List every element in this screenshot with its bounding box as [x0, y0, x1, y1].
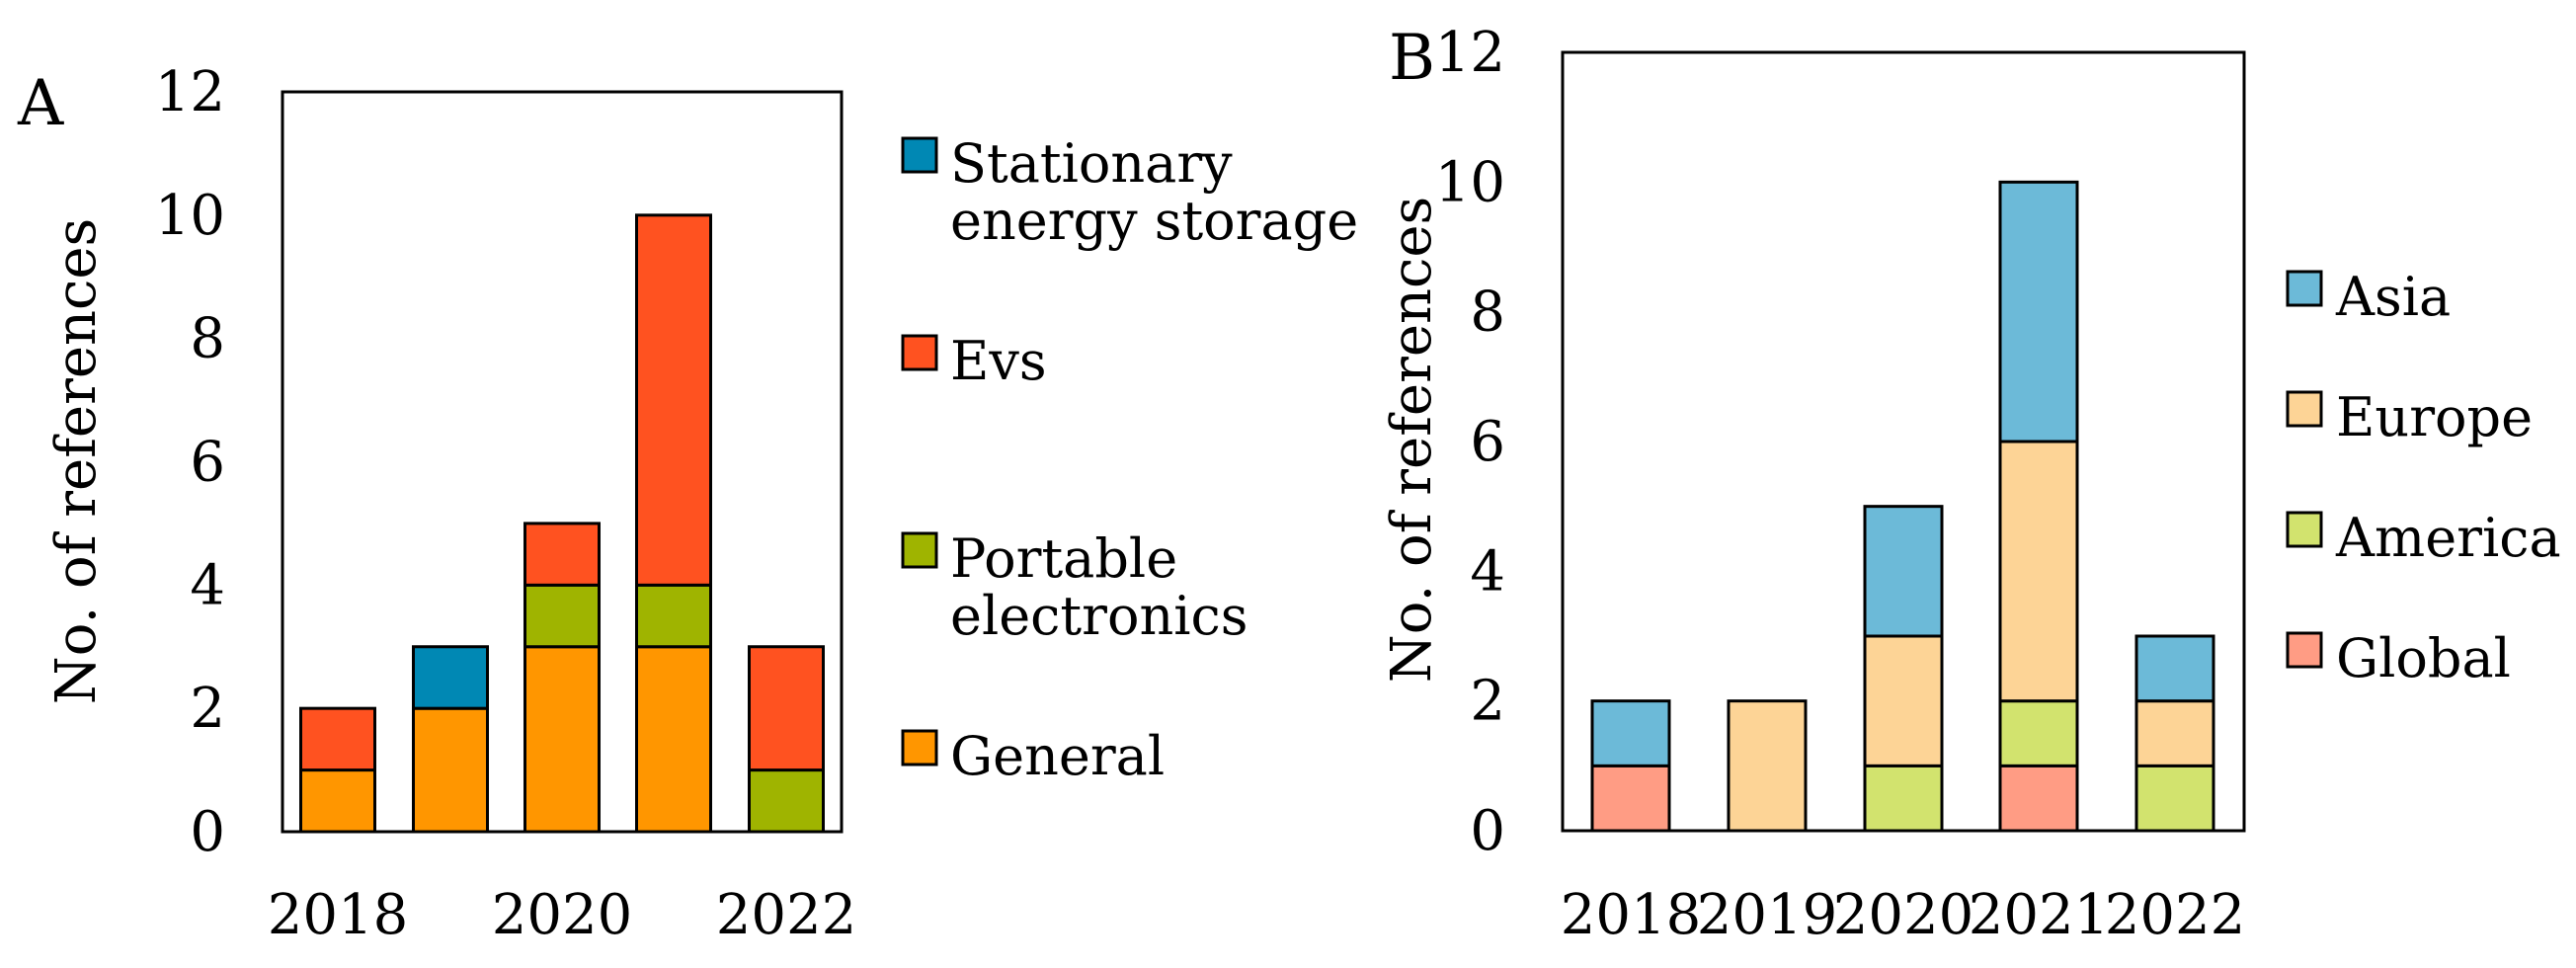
legend-label-europe: Europe — [2336, 386, 2533, 448]
bar-segment-a-2018-general — [299, 768, 376, 834]
bar-segment-a-2019-stationary-energy-storage — [412, 645, 489, 710]
legend-label-line: electronics — [950, 585, 1248, 647]
bar-segment-a-2022-evs — [748, 645, 825, 772]
y-tick-label-b-4: 4 — [1470, 539, 1505, 604]
y-tick-label-a-6: 6 — [190, 431, 225, 495]
legend-b: Asia Europe America Global — [2286, 266, 2561, 689]
legend-label-line: America — [2335, 507, 2561, 569]
panel-label-b: B — [1389, 22, 1435, 95]
y-tick-label-b-12: 12 — [1435, 21, 1505, 85]
legend-label-portable-electronics: Portable electronics — [950, 527, 1248, 647]
y-tick-label-a-2: 2 — [190, 677, 225, 741]
legend-swatch-stationary-energy-storage — [901, 136, 938, 174]
bar-segment-b-2020-america — [1863, 764, 1944, 833]
bar-segment-a-2020-general — [523, 645, 601, 834]
legend-label-line: Global — [2336, 627, 2511, 689]
y-tick-label-b-0: 0 — [1470, 799, 1505, 863]
bar-segment-a-2022-portable-electronics — [748, 768, 825, 834]
bar-segment-b-2022-america — [2134, 764, 2215, 833]
legend-swatch-general — [901, 729, 938, 766]
x-tick-label-a-2022: 2022 — [716, 883, 857, 947]
legend-label-evs: Evs — [950, 330, 1047, 392]
y-ticks-a: 0 2 4 6 8 10 12 — [155, 60, 225, 864]
x-tick-label-b-2022: 2022 — [2105, 883, 2246, 947]
bar-segment-b-2019-europe — [1727, 699, 1808, 833]
legend-label-stationary-energy-storage: Stationary energy storage — [950, 132, 1358, 252]
bar-segment-b-2021-global — [1998, 764, 2079, 833]
x-tick-label-b-2019: 2019 — [1697, 883, 1838, 947]
legend-label-line: Stationary — [950, 132, 1233, 195]
bar-segment-a-2021-evs — [635, 213, 712, 587]
plot-frame-b — [1561, 50, 2246, 833]
x-tick-label-b-2021: 2021 — [1969, 883, 2110, 947]
bar-segment-b-2021-asia — [1998, 180, 2079, 444]
bar-segment-a-2020-portable-electronics — [523, 583, 601, 649]
y-tick-label-b-8: 8 — [1470, 281, 1505, 345]
legend-label-global: Global — [2336, 627, 2511, 689]
y-axis-label-b: No. of references — [1380, 197, 1444, 684]
legend-label-line: General — [950, 725, 1165, 787]
legend-swatch-global — [2286, 631, 2323, 669]
legend-label-line: Europe — [2336, 386, 2533, 448]
y-axis-label-a: No. of references — [44, 218, 109, 705]
bar-segment-b-2021-europe — [1998, 440, 2079, 703]
legend-label-general: General — [950, 725, 1165, 787]
legend-label-line: Evs — [950, 330, 1047, 392]
bar-segment-a-2019-general — [412, 706, 489, 834]
bar-segment-b-2020-europe — [1863, 634, 1944, 767]
bar-segment-b-2021-america — [1998, 699, 2079, 767]
bar-segment-a-2018-evs — [299, 706, 376, 772]
legend-label-line: Portable — [950, 527, 1177, 590]
x-tick-label-b-2020: 2020 — [1833, 883, 1974, 947]
bar-segment-a-2020-evs — [523, 522, 601, 587]
bars-a — [299, 213, 825, 834]
y-tick-label-a-12: 12 — [155, 60, 225, 124]
bar-segment-a-2021-general — [635, 645, 712, 834]
legend-label-asia: Asia — [2335, 266, 2451, 328]
bar-segment-a-2021-portable-electronics — [635, 583, 712, 649]
y-tick-label-b-2: 2 — [1470, 670, 1505, 734]
bars-b — [1590, 180, 2215, 833]
bar-segment-b-2018-asia — [1590, 699, 1671, 767]
y-ticks-b: 0 2 4 6 8 10 12 — [1435, 21, 1505, 863]
legend-swatch-america — [2286, 511, 2323, 548]
y-tick-label-a-0: 0 — [190, 800, 225, 864]
legend-label-america: America — [2335, 507, 2561, 569]
legend-swatch-asia — [2286, 270, 2323, 307]
bar-segment-b-2022-asia — [2134, 634, 2215, 703]
legend-swatch-evs — [901, 334, 938, 371]
bar-segment-b-2020-asia — [1863, 505, 1944, 638]
y-tick-label-a-4: 4 — [190, 553, 225, 617]
legend-label-line: energy storage — [950, 190, 1358, 252]
x-tick-label-a-2018: 2018 — [268, 883, 409, 947]
y-tick-label-b-6: 6 — [1470, 410, 1505, 474]
bar-segment-b-2018-global — [1590, 764, 1671, 833]
legend-swatch-europe — [2286, 390, 2323, 428]
y-tick-label-a-8: 8 — [190, 307, 225, 371]
legend-swatch-portable-electronics — [901, 531, 938, 569]
bar-segment-b-2022-europe — [2134, 699, 2215, 767]
y-tick-label-a-10: 10 — [155, 184, 225, 248]
legend-a: Stationary energy storage Evs Portable elect… — [901, 132, 1358, 787]
panel-label-a: A — [17, 67, 64, 140]
x-tick-label-b-2018: 2018 — [1561, 883, 1702, 947]
y-tick-label-b-10: 10 — [1435, 150, 1505, 214]
legend-label-line: Asia — [2335, 266, 2451, 328]
x-ticks-a: 2018 2020 2022 — [268, 883, 857, 947]
plot-frame-a — [281, 90, 844, 834]
x-tick-label-a-2020: 2020 — [492, 883, 633, 947]
